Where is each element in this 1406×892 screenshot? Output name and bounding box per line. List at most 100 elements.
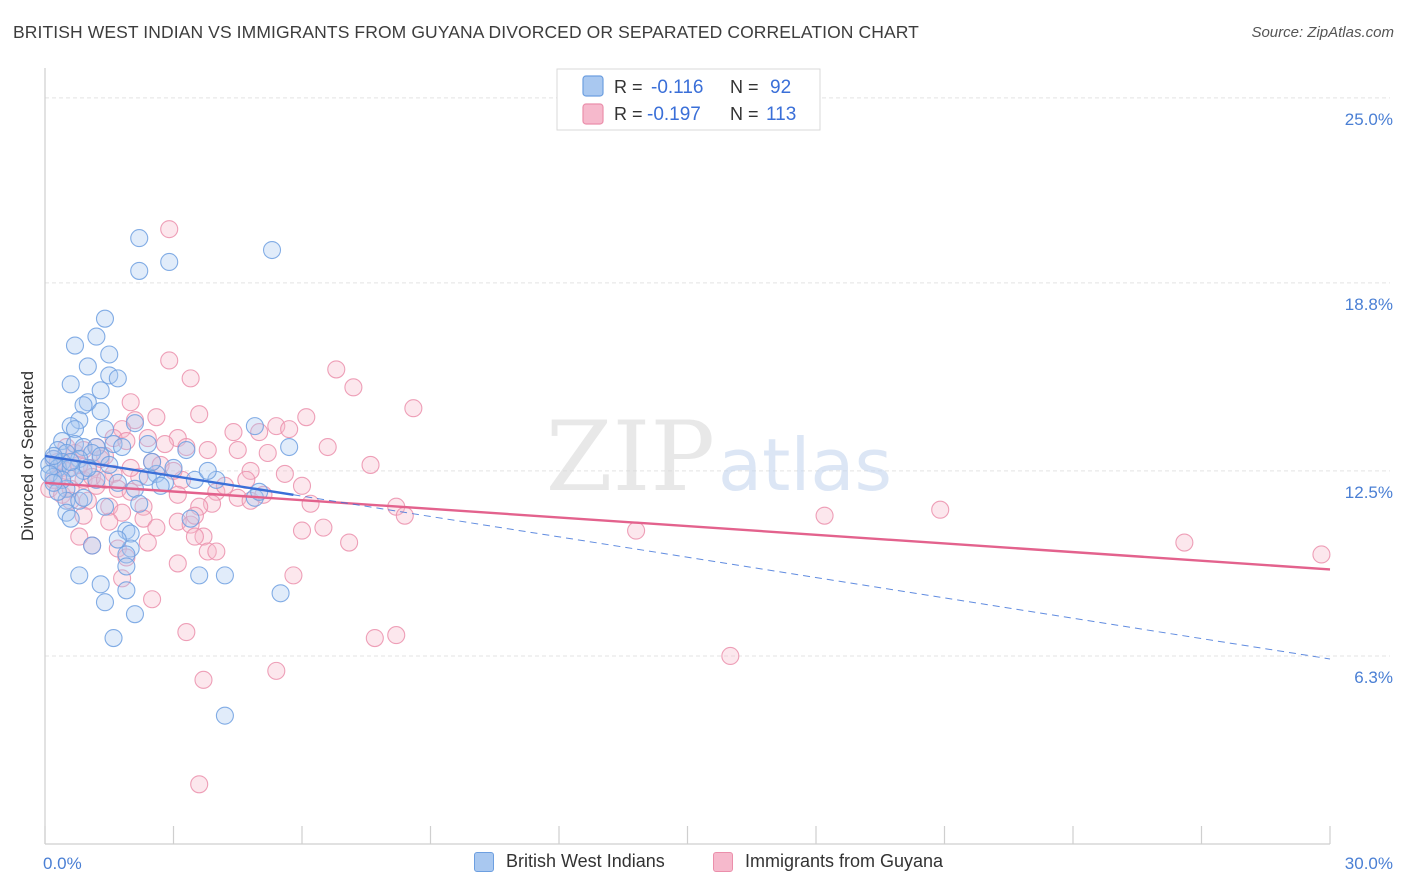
guyana-point — [160, 220, 179, 239]
guyana-point — [318, 437, 337, 457]
legend-r-label: R = — [614, 77, 643, 97]
guyana-point — [327, 360, 346, 379]
guyana-point — [387, 626, 406, 645]
guyana-point — [181, 515, 200, 534]
bwi-point — [100, 345, 119, 364]
bwi-point — [262, 240, 282, 260]
gridlines — [45, 97, 1390, 657]
legend-n-value: 113 — [766, 104, 796, 125]
guyana-point — [143, 590, 162, 609]
legend-label: British West Indians — [506, 851, 665, 871]
guyana-point — [340, 533, 359, 552]
bwi-point — [74, 488, 93, 507]
bwi-point — [74, 396, 93, 415]
guyana-point — [160, 351, 179, 370]
bwi-point — [91, 402, 110, 421]
bwi-point — [61, 509, 80, 528]
guyana-point — [314, 518, 333, 537]
bwi-point — [95, 497, 115, 516]
y-tick-label: 18.8% — [1345, 295, 1393, 314]
guyana-point — [344, 378, 363, 397]
legend-r-value: -0.197 — [647, 104, 701, 125]
bwi-point — [164, 458, 183, 477]
guyana-point — [113, 569, 132, 588]
bwi-point — [91, 381, 110, 400]
bwi-point — [108, 530, 127, 549]
bwi-point — [117, 557, 136, 576]
tick-labels: 6.3% 12.5% 18.8% 25.0% 0.0% 30.0% — [43, 110, 1393, 873]
bwi-point — [130, 261, 149, 280]
bwi-point — [177, 440, 196, 460]
guyana-point — [190, 405, 209, 424]
guyana-point — [207, 542, 226, 561]
bwi-point — [190, 566, 209, 585]
guyana-point — [258, 443, 277, 463]
trend-lines — [44, 454, 1331, 660]
y-tick-label: 6.3% — [1354, 668, 1393, 687]
bwi-point — [181, 509, 200, 528]
bwi-point — [130, 494, 149, 513]
bwi-point — [143, 452, 162, 472]
y-tick-label: 25.0% — [1345, 110, 1393, 129]
guyana-point — [721, 646, 740, 666]
legend-swatch-blue — [582, 75, 604, 97]
guyana-point — [138, 533, 157, 552]
bwi-point — [125, 414, 144, 433]
bwi-point — [271, 584, 290, 603]
bwi-point — [65, 420, 85, 439]
legend-n-label: N = — [730, 104, 759, 124]
legend-n-value: 92 — [770, 77, 791, 98]
watermark-atlas: atlas — [718, 423, 892, 507]
guyana-point — [297, 408, 316, 427]
bwi-point — [215, 566, 234, 585]
legend-r-label: R = — [614, 104, 643, 124]
bwi-point — [125, 605, 144, 624]
guyana-point — [275, 464, 294, 483]
bwi-point — [215, 706, 234, 725]
guyana-point — [1175, 533, 1194, 552]
guyana-point — [100, 512, 119, 531]
bwi-point — [83, 536, 102, 555]
legend-r-value: -0.116 — [651, 77, 703, 98]
watermark: ZIP atlas — [546, 401, 892, 513]
series-british-west-indians — [40, 229, 299, 725]
y-axis-label: Divorced or Separated — [18, 371, 37, 541]
legend-item-british-west-indians: British West Indians — [474, 851, 665, 872]
bwi-point — [130, 229, 149, 248]
guyana-point — [241, 461, 260, 480]
guyana-point — [113, 503, 132, 522]
guyana-point — [134, 509, 153, 528]
legend-swatch-blue — [474, 851, 494, 872]
bwi-point — [61, 375, 80, 394]
guyana-point — [224, 423, 243, 442]
guyana-point — [365, 629, 384, 648]
bwi-point — [70, 566, 89, 585]
bwi-point — [138, 434, 157, 454]
x-tick-label: 30.0% — [1345, 854, 1393, 873]
legend-swatch-pink — [582, 103, 604, 125]
bwi-point — [78, 357, 97, 376]
guyana-point — [228, 440, 247, 460]
legend-swatch-pink — [713, 851, 733, 872]
bwi-trend-extension — [293, 494, 1331, 660]
legend-top: R = -0.116 N = 92 R = -0.197 N = 113 — [556, 68, 821, 131]
guyana-point — [198, 440, 217, 460]
guyana-point — [155, 434, 174, 454]
watermark-zip: ZIP — [546, 401, 715, 513]
bwi-point — [113, 437, 132, 457]
guyana-point — [121, 393, 140, 412]
guyana-point — [185, 527, 204, 546]
guyana-point — [267, 661, 286, 680]
bwi-trend-line — [44, 454, 294, 496]
bwi-point — [198, 461, 217, 480]
y-tick-label: 12.5% — [1345, 483, 1393, 502]
guyana-point — [284, 566, 303, 585]
guyana-point — [181, 369, 200, 388]
x-tick-label: 0.0% — [43, 854, 82, 873]
bwi-point — [95, 593, 115, 612]
bwi-point — [87, 327, 106, 346]
guyana-point — [292, 521, 312, 540]
guyana-point — [138, 429, 157, 448]
guyana-point — [395, 506, 414, 525]
guyana-point — [168, 554, 187, 573]
